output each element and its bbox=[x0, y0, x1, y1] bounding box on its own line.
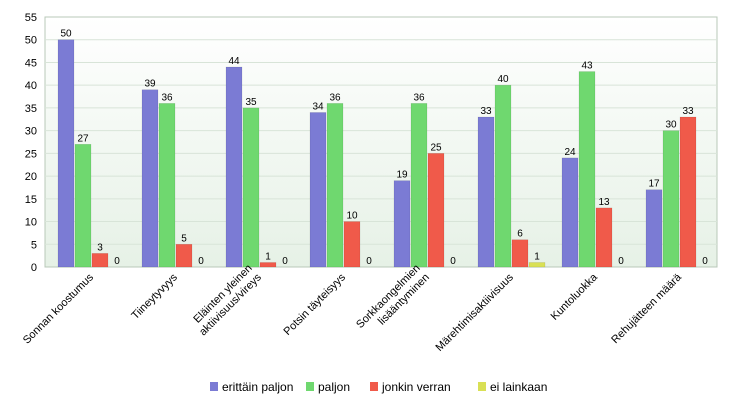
data-label: 0 bbox=[450, 256, 456, 267]
data-label: 36 bbox=[161, 92, 173, 103]
data-label: 17 bbox=[648, 179, 660, 190]
category-label-line: Rehujätteen määrä bbox=[609, 271, 684, 346]
category-label: Kuntoluokka bbox=[549, 271, 601, 323]
legend-swatch bbox=[210, 382, 218, 391]
data-label: 10 bbox=[346, 211, 358, 222]
legend-label: erittäin paljon bbox=[222, 380, 293, 394]
category-label-line: Sonnan koostumus bbox=[21, 271, 96, 346]
category-label: Märehtimisaktiivisuus bbox=[434, 271, 517, 354]
bar bbox=[427, 153, 445, 268]
data-label: 0 bbox=[366, 256, 372, 267]
y-tick-label: 20 bbox=[25, 171, 37, 183]
legend-swatch bbox=[478, 382, 486, 391]
bar bbox=[393, 180, 411, 268]
y-tick-label: 15 bbox=[25, 194, 37, 206]
data-label: 50 bbox=[60, 29, 72, 40]
bar bbox=[326, 103, 344, 268]
y-tick-label: 45 bbox=[25, 57, 37, 69]
legend: erittäin paljon paljon jonkin verran ei lai… bbox=[210, 380, 547, 394]
y-tick-label: 40 bbox=[25, 80, 37, 92]
data-label: 43 bbox=[581, 61, 593, 72]
category-labels: Sonnan koostumus Tiineytyvyys Eläinten yle… bbox=[21, 262, 685, 354]
category-label-line: Märehtimisaktiivisuus bbox=[434, 271, 517, 354]
category-label: Potsin täyteisyys bbox=[282, 271, 349, 338]
data-label: 39 bbox=[144, 79, 156, 90]
bar bbox=[91, 253, 109, 268]
category-label: Rehujätteen määrä bbox=[609, 271, 684, 346]
bar bbox=[645, 189, 663, 268]
bar bbox=[74, 144, 92, 268]
data-label: 25 bbox=[430, 142, 442, 153]
data-label: 6 bbox=[517, 229, 523, 240]
y-tick-label: 35 bbox=[25, 103, 37, 115]
data-label: 5 bbox=[181, 233, 187, 244]
data-label: 36 bbox=[413, 92, 425, 103]
bar bbox=[57, 39, 75, 268]
bar bbox=[662, 130, 680, 268]
bar bbox=[679, 116, 697, 268]
bar bbox=[309, 112, 327, 268]
bar bbox=[561, 157, 579, 268]
legend-label: paljon bbox=[318, 380, 350, 394]
bar bbox=[494, 84, 512, 268]
bar bbox=[343, 221, 361, 268]
data-label: 36 bbox=[329, 92, 341, 103]
bar bbox=[595, 207, 613, 268]
bar bbox=[259, 262, 277, 268]
data-label: 35 bbox=[245, 97, 257, 108]
y-tick-label: 5 bbox=[31, 239, 37, 251]
data-label: 0 bbox=[702, 256, 708, 267]
legend-swatch bbox=[370, 382, 378, 391]
category-label-line: Kuntoluokka bbox=[549, 271, 601, 323]
category-label: Sonnan koostumus bbox=[21, 271, 96, 346]
data-label: 24 bbox=[564, 147, 576, 158]
legend-label: ei lainkaan bbox=[490, 380, 547, 394]
y-tick-label: 50 bbox=[25, 35, 37, 47]
category-label-line: Potsin täyteisyys bbox=[282, 271, 349, 338]
bar bbox=[158, 103, 176, 268]
bar bbox=[410, 103, 428, 268]
y-tick-label: 25 bbox=[25, 148, 37, 160]
data-label: 0 bbox=[198, 256, 204, 267]
data-label: 13 bbox=[598, 197, 610, 208]
bar bbox=[225, 66, 243, 268]
data-label: 27 bbox=[77, 133, 89, 144]
bar bbox=[242, 107, 260, 268]
data-label: 33 bbox=[480, 106, 492, 117]
data-label: 30 bbox=[665, 120, 677, 131]
data-label: 1 bbox=[265, 251, 271, 262]
data-label: 19 bbox=[396, 170, 408, 181]
data-label: 3 bbox=[97, 242, 103, 253]
legend-label: jonkin verran bbox=[381, 380, 451, 394]
data-label: 40 bbox=[497, 74, 509, 85]
data-label: 1 bbox=[534, 251, 540, 262]
y-tick-label: 55 bbox=[25, 12, 37, 24]
bar bbox=[511, 239, 529, 268]
legend-swatch bbox=[306, 382, 314, 391]
bar bbox=[477, 116, 495, 268]
y-axis-ticks: 0 5 10 15 20 25 30 35 40 45 50 55 bbox=[25, 12, 37, 274]
data-label: 34 bbox=[312, 101, 324, 112]
bar bbox=[175, 244, 193, 268]
data-label: 33 bbox=[682, 106, 694, 117]
y-tick-label: 10 bbox=[25, 217, 37, 229]
data-label: 0 bbox=[618, 256, 624, 267]
category-label-line: Tiineytyvyys bbox=[129, 271, 180, 322]
bar bbox=[528, 262, 546, 268]
bars bbox=[57, 39, 697, 268]
bar bbox=[141, 89, 159, 268]
data-label: 0 bbox=[114, 256, 120, 267]
data-label: 0 bbox=[282, 256, 288, 267]
category-label: Tiineytyvyys bbox=[129, 271, 180, 322]
y-tick-label: 0 bbox=[31, 262, 37, 274]
data-label: 44 bbox=[228, 56, 240, 67]
y-tick-label: 30 bbox=[25, 126, 37, 138]
bar bbox=[578, 71, 596, 268]
